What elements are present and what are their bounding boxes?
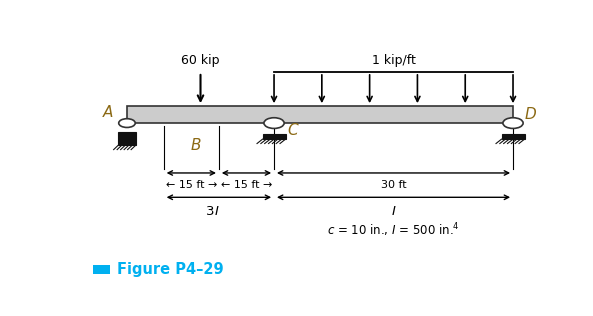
Text: I: I	[214, 204, 218, 218]
Circle shape	[503, 118, 523, 128]
Circle shape	[264, 118, 284, 128]
Text: 1 kip/ft: 1 kip/ft	[372, 54, 416, 67]
Text: $c$ = 10 in., $I$ = 500 in.$^{4}$: $c$ = 10 in., $I$ = 500 in.$^{4}$	[327, 222, 460, 239]
Bar	[118, 132, 136, 145]
Text: 30 ft: 30 ft	[381, 180, 406, 190]
Text: ← 15 ft →: ← 15 ft →	[165, 180, 217, 190]
Bar	[127, 106, 513, 123]
Text: B: B	[191, 138, 201, 153]
Bar	[502, 134, 524, 139]
Circle shape	[119, 119, 135, 127]
Text: D: D	[524, 107, 536, 122]
Text: A: A	[103, 105, 113, 120]
Text: C: C	[287, 123, 298, 138]
Text: ← 15 ft →: ← 15 ft →	[221, 180, 272, 190]
Bar	[93, 265, 110, 274]
Text: 3: 3	[206, 204, 214, 218]
Text: Figure P4–29: Figure P4–29	[117, 262, 224, 277]
Text: 60 kip: 60 kip	[181, 54, 220, 67]
Bar	[263, 134, 285, 139]
Text: I: I	[391, 204, 396, 218]
